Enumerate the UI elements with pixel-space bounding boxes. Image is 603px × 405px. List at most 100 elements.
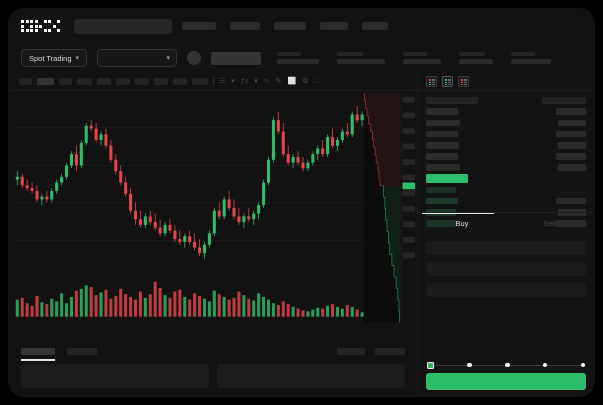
interval-1mo[interactable] — [173, 78, 187, 85]
price-chart[interactable] — [9, 91, 417, 342]
orderbook-bid-row[interactable] — [426, 219, 586, 228]
orderbook-ask-row[interactable] — [426, 163, 586, 172]
orderbook-icon-col — [432, 78, 435, 85]
volume-bar — [232, 297, 236, 317]
bottom-action-1[interactable] — [337, 347, 365, 355]
orderbook-bid-row[interactable] — [426, 197, 586, 206]
orderbook-layout-asks-icon[interactable] — [458, 76, 469, 87]
volume-bar — [306, 311, 310, 317]
bottom-action-2[interactable] — [375, 347, 405, 355]
place-buy-order-button[interactable] — [426, 373, 586, 390]
orderbook-ask-row-price — [426, 108, 458, 115]
candle-body — [212, 210, 216, 234]
interval-1w[interactable] — [154, 78, 168, 85]
indicators-icon[interactable]: ƒx — [240, 78, 249, 85]
line-chart-icon[interactable]: ∿ — [263, 78, 270, 85]
interval-1h[interactable] — [97, 78, 111, 85]
okx-logo[interactable] — [21, 20, 60, 32]
candle-body — [129, 193, 133, 211]
slider-stop-100[interactable] — [580, 362, 585, 368]
tab-order-history[interactable] — [67, 347, 97, 355]
stat-high-24h — [403, 52, 442, 64]
trading-mode-selector[interactable]: Spot Trading ▾ — [21, 49, 88, 67]
nav-item-4[interactable] — [320, 22, 348, 30]
volume-bar — [138, 291, 142, 317]
slider-stop-75[interactable] — [542, 362, 548, 368]
volume-bar — [143, 297, 147, 317]
order-total-field[interactable] — [426, 283, 586, 297]
volume-bar — [168, 297, 172, 317]
slider-stop-25[interactable] — [467, 362, 472, 368]
orderbook-icon-col — [460, 78, 463, 85]
orderbook-layout-both-icon[interactable] — [426, 76, 437, 87]
candle-body — [99, 134, 103, 140]
okx-logo-glyph-0 — [21, 20, 33, 32]
chevron-down-icon: ▾ — [166, 54, 171, 62]
volume-bar — [330, 304, 335, 317]
orderbook-layout-bids-icon[interactable] — [442, 76, 453, 87]
volume-bar — [178, 289, 182, 317]
order-amount-field[interactable] — [426, 262, 586, 276]
orderbook-last-price-row[interactable] — [426, 174, 586, 184]
settings-icon[interactable]: ⚙ — [302, 78, 309, 85]
volume-bar — [45, 304, 49, 317]
pair-select-dropdown[interactable]: ▾ — [97, 49, 178, 67]
interval-1d[interactable] — [135, 78, 149, 85]
okx-logo-pixel — [43, 20, 47, 23]
volume-bar — [296, 308, 300, 317]
nav-item-1[interactable] — [182, 22, 216, 30]
nav-item-5[interactable] — [362, 22, 388, 30]
slider-stop-50[interactable] — [505, 362, 510, 368]
volume-bar — [104, 289, 108, 317]
orderbook-ask-row-amount — [556, 130, 586, 138]
orderbook-ask-row-price — [426, 119, 460, 127]
price-axis-tick — [402, 205, 416, 212]
okx-logo-pixel — [34, 29, 38, 32]
slider-handle-0[interactable] — [427, 361, 434, 369]
fullscreen-icon[interactable]: ⛶ — [314, 78, 320, 85]
interval-15m[interactable] — [59, 78, 72, 85]
bottom-panel-left[interactable] — [21, 364, 209, 388]
depth-chart-overlay — [364, 92, 402, 323]
volume-bar — [237, 291, 241, 317]
bottom-panel-right[interactable] — [217, 364, 405, 388]
candles-icon[interactable]: ☷ — [219, 78, 226, 85]
volume-bar — [326, 305, 330, 317]
orderbook-bid-row[interactable] — [426, 186, 586, 195]
candle-body — [202, 244, 206, 254]
chevron-down-icon[interactable]: ▾ — [254, 78, 258, 85]
orderbook-ask-row[interactable] — [426, 107, 586, 116]
candle-body — [217, 210, 221, 217]
nav-item-2[interactable] — [230, 22, 260, 30]
stat-change-24h — [337, 52, 386, 64]
chevron-down-icon[interactable]: ▾ — [231, 78, 235, 85]
interval-4h[interactable] — [116, 78, 130, 85]
volume-bar — [350, 306, 354, 317]
search-input[interactable] — [74, 18, 172, 34]
tab-open-orders[interactable] — [21, 347, 55, 361]
candle-body — [158, 227, 162, 234]
candle-body — [276, 120, 280, 132]
candle-body — [40, 196, 44, 200]
orderbook-icon-col — [464, 78, 467, 85]
candlestick-chart-canvas[interactable] — [9, 91, 417, 342]
interval-5m[interactable] — [37, 78, 54, 85]
nav-item-3[interactable] — [274, 22, 306, 30]
camera-icon[interactable]: ⬜ — [287, 78, 297, 85]
interval-1m[interactable] — [19, 78, 32, 85]
volume-bar — [183, 296, 187, 317]
orderbook-ask-row[interactable] — [426, 130, 586, 139]
okx-logo-pixel — [39, 29, 42, 32]
tab-sell[interactable]: Sell — [543, 219, 557, 228]
orderbook-ask-row[interactable] — [426, 118, 586, 127]
interval-30m[interactable] — [77, 78, 92, 85]
interval-more[interactable] — [192, 78, 208, 85]
orderbook-ask-row[interactable] — [426, 141, 586, 150]
amount-percent-slider[interactable] — [418, 357, 594, 373]
orderbook-ask-row[interactable] — [426, 152, 586, 161]
okx-logo-pixel — [52, 24, 56, 28]
order-price-field[interactable] — [426, 241, 586, 255]
candle-body — [35, 190, 39, 200]
pencil-icon[interactable]: ✎ — [275, 78, 282, 85]
tab-buy[interactable]: Buy — [455, 219, 469, 228]
